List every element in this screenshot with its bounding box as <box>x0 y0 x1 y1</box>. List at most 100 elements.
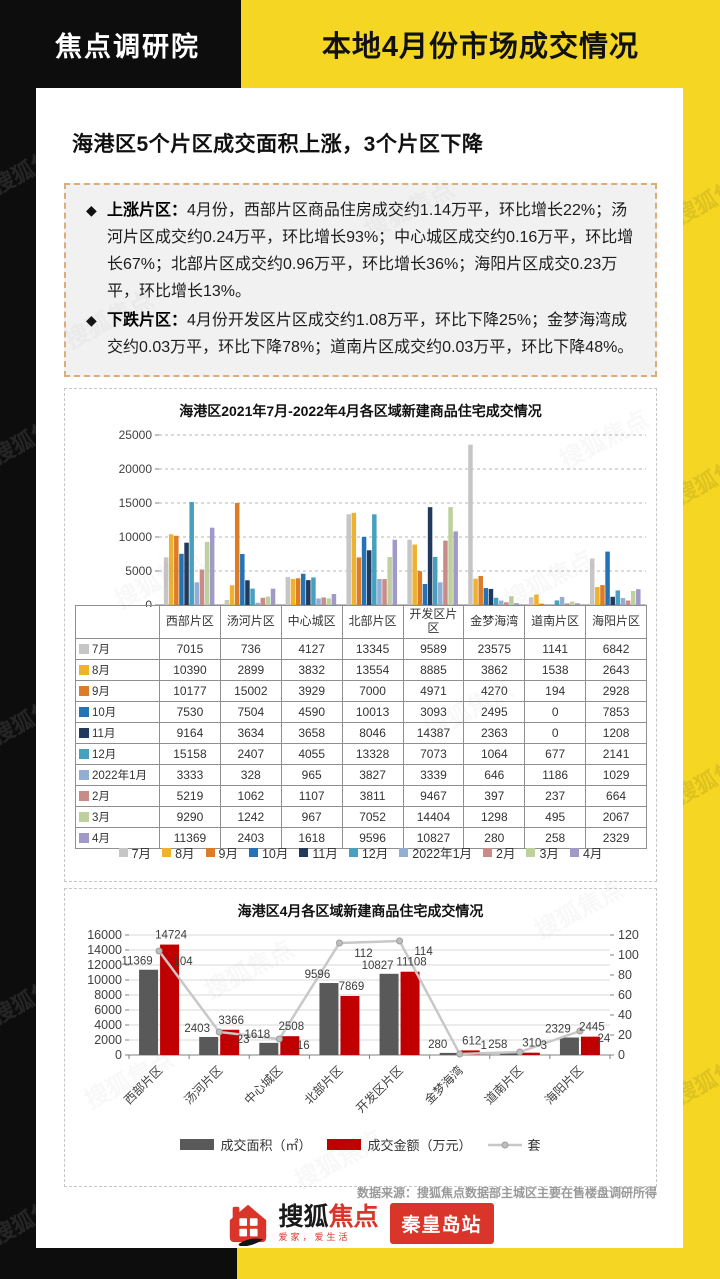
area-value-label: 11369 <box>121 956 152 968</box>
bar-2022年1月 <box>316 598 321 605</box>
table-cell: 328 <box>219 764 282 786</box>
logo-text-focus: 焦点 <box>328 1202 379 1231</box>
bar-3月 <box>509 596 514 605</box>
table-cell: 2067 <box>585 806 647 828</box>
table-cell: 2407 <box>219 743 282 765</box>
monthly-bar-chart: 0 5000 10000 15000 20000 25000 <box>119 428 646 607</box>
watermark-text: 搜狐焦点 <box>0 135 36 200</box>
watermark-text: 搜狐焦点 <box>683 445 720 510</box>
bar-2022年1月 <box>498 600 504 605</box>
bar-2月 <box>199 569 205 605</box>
bar-7月 <box>224 599 230 605</box>
legend-item: 2022年1月 <box>399 843 472 862</box>
bullet-text: 4月份，西部片区商品住房成交约1.14万平，环比增长22%；汤河片区成交约0.2… <box>107 202 634 300</box>
table-row-label: 7月 <box>75 638 160 660</box>
legend-swatch-icon <box>205 848 215 857</box>
units-marker-icon <box>335 939 343 947</box>
table-cell: 0 <box>524 722 587 744</box>
legend-label: 2月 <box>496 847 516 861</box>
table-cell: 1242 <box>219 806 282 828</box>
money-value-label: 7869 <box>339 981 365 993</box>
bar-10月 <box>361 536 367 605</box>
content-card: 海港区5个片区成交面积上涨，3个片区下降 ◆ 上涨片区：4月份，西部片区商品住房成… <box>36 88 683 1248</box>
watermark-text: 搜狐焦点 <box>0 965 36 1030</box>
table-cell: 9290 <box>159 806 221 828</box>
bar-8月 <box>351 512 357 605</box>
table-cell: 967 <box>280 806 343 828</box>
chart2-legend: 成交面积（㎡） 成交金额（万元） 套 <box>65 1135 656 1154</box>
bar-7月 <box>163 557 169 605</box>
table-row: 3月 9290 1242 967 7052 14404 1298 495 2067 <box>75 806 647 828</box>
money-bar <box>520 1052 540 1055</box>
bar-2月 <box>321 597 326 605</box>
series-color-swatch-icon <box>79 770 89 780</box>
area-bar <box>199 1036 219 1055</box>
left-axis-label: 4000 <box>94 1018 122 1032</box>
right-axis-label: 20 <box>618 1028 632 1042</box>
bar-3月 <box>326 598 332 605</box>
left-black-strip: 搜狐焦点 搜狐焦点 搜狐焦点 搜狐焦点 搜狐焦点 <box>0 0 36 1279</box>
table-cell: 1298 <box>463 806 526 828</box>
legend-swatch-icon <box>118 848 128 857</box>
bar-11月 <box>366 550 372 605</box>
header-brand-block: 焦点调研院 <box>0 0 241 88</box>
legend-label: 套 <box>527 1138 541 1153</box>
money-value-label: 11108 <box>396 957 426 969</box>
table-cell: 9164 <box>159 722 221 744</box>
legend-label: 11月 <box>312 847 338 861</box>
table-cell: 664 <box>585 785 647 807</box>
x-axis-label: 开发区片区 <box>353 1063 406 1116</box>
table-cell: 2141 <box>585 743 647 765</box>
units-marker-icon <box>275 1035 283 1043</box>
table-cell: 1538 <box>524 659 587 681</box>
table-cell: 280 <box>463 827 526 849</box>
table-row: 10月 7530 7504 4590 10013 3093 2495 0 7853 <box>75 701 647 723</box>
table-cell: 2928 <box>585 680 647 702</box>
table-cell: 1618 <box>280 827 343 849</box>
bar-3月 <box>570 601 575 605</box>
bar-8月 <box>534 594 539 605</box>
bar-9月 <box>356 557 362 605</box>
bar-12月 <box>615 590 621 605</box>
bar-2022年1月 <box>620 598 626 605</box>
bar-10月 <box>422 583 428 605</box>
table-cell: 4055 <box>280 743 343 765</box>
legend-label: 10月 <box>261 847 289 861</box>
table-cell: 965 <box>280 764 343 786</box>
legend-label: 成交面积（㎡） <box>220 1138 312 1153</box>
legend-label: 3月 <box>539 847 559 861</box>
table-cell: 14387 <box>402 722 465 744</box>
area-bar <box>259 1042 279 1055</box>
data-source-note: 数据来源：搜狐焦点数据部主城区主要在售楼盘调研所得 <box>356 1186 657 1200</box>
table-cell: 3827 <box>341 764 404 786</box>
bar-8月 <box>168 534 174 605</box>
table-corner-cell <box>75 605 160 639</box>
table-cell: 23575 <box>463 638 526 660</box>
table-cell: 10177 <box>159 680 221 702</box>
legend-item: 12月 <box>348 843 388 862</box>
bar-12月 <box>189 501 194 605</box>
area-value-label: 258 <box>488 1039 507 1051</box>
legend-swatch-icon <box>526 848 536 857</box>
bottom-yellow-band <box>237 1248 720 1279</box>
bar-9月 <box>539 603 544 605</box>
bar-7月 <box>285 576 291 605</box>
bottom-black-band <box>0 1248 237 1279</box>
legend-dot <box>501 1141 508 1148</box>
table-cell: 258 <box>524 827 587 849</box>
legend-item: 成交金额（万元） <box>327 1135 472 1154</box>
bar-7月 <box>346 514 351 605</box>
bar-3月 <box>265 596 271 605</box>
bullet-label: 下跌片区： <box>107 312 188 329</box>
brand-title: 焦点调研院 <box>55 31 200 62</box>
table-cell: 13328 <box>341 743 404 765</box>
x-axis-label: 中心城区 <box>241 1063 286 1108</box>
table-cell: 4270 <box>463 680 526 702</box>
bar-4月 <box>270 588 276 605</box>
legend-item: 8月 <box>162 843 195 862</box>
money-bar <box>400 971 420 1055</box>
bar-11月 <box>184 542 189 605</box>
table-cell: 3929 <box>280 680 343 702</box>
bar-3月 <box>448 507 453 605</box>
area-bar <box>559 1037 579 1055</box>
